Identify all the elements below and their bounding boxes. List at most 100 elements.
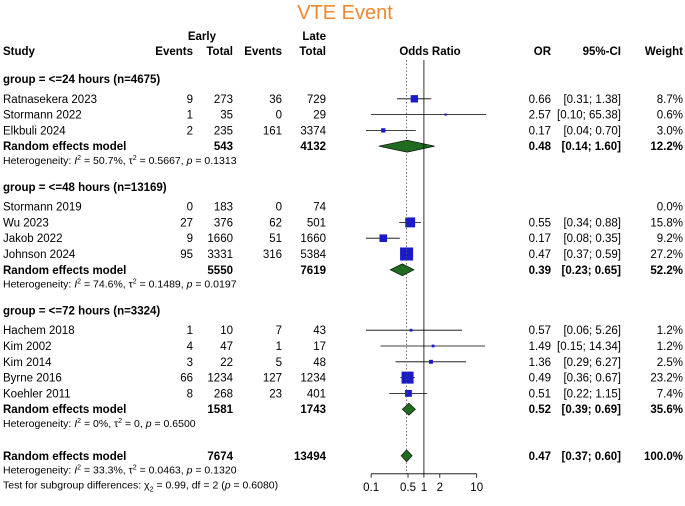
group-2-pooled-total-early: 5550 — [207, 265, 233, 277]
group-2-heterogeneity: Heterogeneity: I2 = 74.6%, τ2 = 0.1489, … — [3, 279, 237, 291]
header-odds-ratio: Odds Ratio — [399, 46, 460, 58]
overall-pooled-label: Random effects model — [3, 451, 126, 463]
header-events-early: Events — [155, 46, 193, 58]
group-2-study-2-events-late: 62 — [269, 217, 282, 229]
group-3-study-1-events-late: 7 — [276, 325, 282, 337]
group-3-study-4-square — [401, 371, 414, 384]
group-3-study-2-name: Kim 2002 — [3, 341, 52, 353]
group-2-study-3-ci: [0.08; 0.35] — [563, 233, 621, 245]
group-1-study-2-weight: 0.6% — [657, 110, 683, 122]
group-1-study-1-name: Ratnasekera 2023 — [3, 94, 97, 106]
header-late: Late — [302, 31, 326, 43]
group-3-study-4-weight: 23.2% — [650, 373, 683, 385]
group-2-study-1-events-late: 0 — [276, 202, 282, 214]
forest-rows: group = <=24 hours (n=4675) Ratnasekera 2… — [3, 74, 683, 493]
group-3-study-3-name: Kim 2014 — [3, 357, 52, 369]
group-2-study-1-total-early: 183 — [214, 202, 233, 214]
group-3-study-1-name: Hachem 2018 — [3, 325, 75, 337]
group-3-study-5-weight: 7.4% — [657, 388, 683, 400]
group-2-study-2-name: Wu 2023 — [3, 217, 49, 229]
group-2-study-4-ci: [0.37; 0.59] — [563, 249, 621, 261]
group-1-study-1-total-early: 273 — [214, 94, 233, 106]
group-3-study-4-events-early: 66 — [180, 373, 193, 385]
group-2-pooled-weight: 52.2% — [650, 265, 683, 277]
group-2-label: group = <=48 hours (n=13169) — [3, 182, 167, 194]
group-3-study-4-events-late: 127 — [263, 373, 282, 385]
x-tick-label-1: 0.1 — [363, 482, 379, 494]
group-3-study-2-or: 1.49 — [529, 341, 551, 353]
group-1-study-3-square — [381, 128, 386, 133]
group-3-study-1-square — [409, 328, 413, 332]
group-3-study-4-total-late: 1234 — [300, 373, 326, 385]
group-2-study-3-total-early: 1660 — [207, 233, 233, 245]
group-3-study-3-ci: [0.29; 6.27] — [563, 357, 621, 369]
group-2-study-3-events-late: 51 — [269, 233, 282, 245]
x-tick-label-4: 2 — [437, 482, 443, 494]
group-2-study-4-or: 0.47 — [529, 249, 551, 261]
group-3-study-1-or: 0.57 — [529, 325, 551, 337]
group-2-pooled-ci: [0.23; 0.65] — [562, 265, 622, 277]
group-1-study-2-name: Stormann 2022 — [3, 110, 82, 122]
group-3-study-4-ci: [0.36; 0.67] — [563, 373, 621, 385]
group-2-study-3-total-late: 1660 — [300, 233, 326, 245]
group-2-study-4-total-early: 3331 — [207, 249, 233, 261]
group-1-study-3-events-early: 2 — [187, 125, 193, 137]
group-3-pooled-total-early: 1581 — [207, 404, 233, 416]
group-2-study-3-weight: 9.2% — [657, 233, 683, 245]
group-3-study-3-weight: 2.5% — [657, 357, 683, 369]
group-1-pooled-diamond — [378, 139, 435, 153]
chart-title: VTE Event — [297, 2, 393, 24]
group-1-study-3-events-late: 161 — [263, 125, 282, 137]
group-2-study-1-total-late: 74 — [313, 202, 326, 214]
overall-pooled-or: 0.47 — [529, 451, 551, 463]
group-2-study-3-or: 0.17 — [529, 233, 551, 245]
group-1-study-2-total-early: 35 — [220, 110, 233, 122]
header-early: Early — [188, 31, 217, 43]
group-3-study-1-events-early: 1 — [187, 325, 193, 337]
group-3-study-1-weight: 1.2% — [657, 325, 683, 337]
group-2-study-4-total-late: 5384 — [300, 249, 326, 261]
group-2-study-1-events-early: 0 — [187, 202, 193, 214]
group-3-study-2-total-late: 17 — [313, 341, 326, 353]
group-1-study-1-events-late: 36 — [269, 94, 282, 106]
group-1-pooled-total-late: 4132 — [300, 141, 326, 153]
group-3-study-5-events-late: 23 — [269, 388, 282, 400]
group-1-study-1-ci: [0.31; 1.38] — [563, 94, 621, 106]
group-3-study-5-square — [405, 389, 412, 397]
header-ci: 95%-CI — [583, 46, 621, 58]
header-or: OR — [534, 46, 552, 58]
overall-heterogeneity: Heterogeneity: I2 = 33.3%, τ2 = 0.0463, … — [3, 465, 237, 477]
group-3-study-2-events-early: 4 — [187, 341, 194, 353]
group-2-pooled-total-late: 7619 — [300, 265, 326, 277]
group-3-study-1-total-late: 43 — [313, 325, 326, 337]
group-2-study-4-events-late: 316 — [263, 249, 282, 261]
group-1-pooled-weight: 12.2% — [650, 141, 683, 153]
group-3-study-5-total-early: 268 — [214, 388, 233, 400]
group-2-study-1-weight: 0.0% — [657, 202, 683, 214]
group-1-study-1-weight: 8.7% — [657, 94, 683, 106]
group-3-pooled-or: 0.52 — [529, 404, 551, 416]
group-2-study-2-square — [405, 217, 416, 228]
group-3-study-2-events-late: 1 — [276, 341, 282, 353]
group-2-study-2-events-early: 27 — [180, 217, 193, 229]
group-1-study-2-or: 2.57 — [529, 110, 551, 122]
group-1-study-1-or: 0.66 — [529, 94, 551, 106]
group-3-study-4-total-early: 1234 — [207, 373, 233, 385]
group-2-study-4-name: Johnson 2024 — [3, 249, 76, 261]
group-2-study-3-square — [379, 234, 388, 242]
header-events-late: Events — [244, 46, 282, 58]
x-tick-label-5: 10 — [470, 482, 483, 494]
subgroup-difference-test: Test for subgroup differences: χ2 = 0.99… — [3, 479, 278, 493]
group-1-study-2-ci: [0.10; 65.38] — [557, 110, 621, 122]
forest-marks — [366, 60, 486, 474]
group-1-study-3-weight: 3.0% — [657, 125, 683, 137]
group-1-study-1-events-early: 9 — [187, 94, 193, 106]
group-3-study-3-events-early: 3 — [187, 357, 193, 369]
group-2-pooled-or: 0.39 — [529, 265, 551, 277]
group-2-study-2-or: 0.55 — [529, 217, 551, 229]
group-3-study-3-events-late: 5 — [276, 357, 282, 369]
group-3-study-2-weight: 1.2% — [657, 341, 683, 353]
group-1-pooled-or: 0.48 — [529, 141, 552, 153]
group-3-study-3-total-early: 22 — [220, 357, 233, 369]
